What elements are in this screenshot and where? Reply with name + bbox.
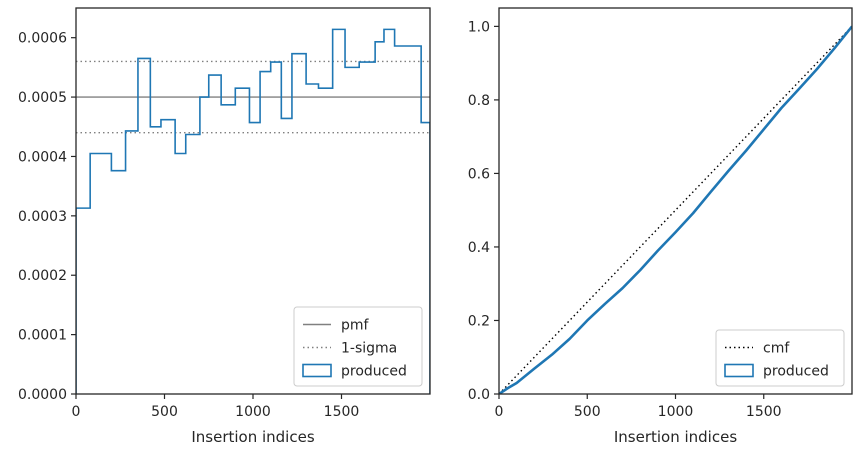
legend-handle-produced (302, 363, 332, 378)
y-tick-label: 0.0001 (18, 328, 67, 344)
produced-histogram (76, 28, 430, 394)
y-tick-label: 0.6 (468, 166, 490, 182)
x-tick-label: 0 (72, 404, 81, 420)
y-tick-label: 0.4 (468, 240, 490, 256)
plot-area (499, 25, 852, 394)
y-tick-label: 1.0 (468, 19, 490, 35)
y-tick-label: 0.0003 (18, 209, 67, 225)
legend-label: produced (341, 364, 407, 380)
legend-label: produced (763, 364, 829, 380)
y-tick-label: 0.8 (468, 93, 490, 109)
legend-box (293, 306, 423, 387)
x-tick-label: 1000 (235, 404, 271, 420)
y-tick-label: 0.0004 (18, 149, 67, 165)
y-tick-label: 0.0002 (18, 268, 67, 284)
x-tick-label: 1500 (324, 404, 360, 420)
produced-cdf-line (499, 25, 852, 394)
chart-panel-1: 0 500 1000 1500 0.0000 0.0001 0.0002 0.0003 0.00… (18, 7, 431, 446)
plot-area (76, 28, 430, 394)
y-tick-label: 0.0000 (18, 387, 67, 403)
legend-label: cmf (763, 341, 790, 357)
y-tick-label: 0.0005 (18, 90, 67, 106)
y-tick-label: 0.0 (468, 387, 490, 403)
legend-box (715, 329, 845, 387)
y-tick-label: 0.2 (468, 313, 490, 329)
x-tick-label: 1000 (658, 404, 694, 420)
x-axis-label: Insertion indices (191, 428, 314, 446)
x-tick-label: 1500 (746, 404, 782, 420)
legend-label: 1-sigma (341, 341, 397, 357)
legend: cmf produced (715, 329, 845, 387)
y-tick-label: 0.0006 (18, 31, 67, 47)
legend: pmf 1-sigma produced (293, 306, 423, 387)
x-tick-label: 0 (495, 404, 504, 420)
x-tick-label: 500 (151, 404, 178, 420)
legend-handle-produced (724, 363, 754, 378)
legend-label: pmf (341, 318, 370, 334)
x-tick-label: 500 (574, 404, 601, 420)
chart-panel-2: 0 500 1000 1500 0.0 0.2 0.4 0.6 0.8 1.0 Insertion … (468, 7, 853, 446)
x-axis-label: Insertion indices (614, 428, 737, 446)
